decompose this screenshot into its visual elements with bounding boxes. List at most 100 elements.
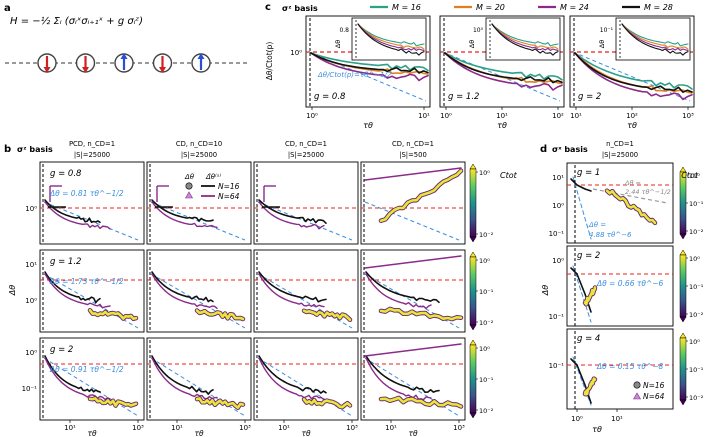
colorbar-extend-bottom xyxy=(679,399,687,406)
colorbar-extend-bottom xyxy=(469,412,477,419)
inset-series xyxy=(621,23,689,51)
x-tick-label: 10⁰ xyxy=(306,112,318,120)
panel-b-curves xyxy=(254,252,358,332)
inset-ylabel: Δθ xyxy=(334,40,342,48)
series-N16 xyxy=(151,355,214,395)
cbar-tick-label: 10⁻¹ xyxy=(689,200,704,208)
series-M24 xyxy=(444,52,563,91)
spin-down-arrowhead xyxy=(159,67,166,73)
column-header-line1: n_CD=1 xyxy=(606,140,634,148)
series-N64 xyxy=(44,273,111,309)
trail-colored xyxy=(195,397,245,409)
gray-fit-annotation-line2: 2.44 τθ^−1/2 xyxy=(625,188,671,196)
inset-tick-label: 10⁻¹ xyxy=(600,27,614,34)
column-header-line1: CD, n_CD=1 xyxy=(392,140,434,148)
panel-d-xlabel: τθ xyxy=(592,425,602,434)
panel-d-curves: Δθ = 0.15 τθ^−8 xyxy=(567,331,673,409)
x-tick-label: 10² xyxy=(552,112,564,120)
panel-b-curves xyxy=(147,252,251,332)
x-tick-label: 10⁰ xyxy=(440,112,452,120)
series-N16 xyxy=(365,271,440,304)
spin-down-arrowhead xyxy=(43,67,51,73)
cbar-tick-label: 10⁰ xyxy=(479,345,490,353)
y-tick-label: 10⁻¹ xyxy=(22,385,38,393)
panel-c-basis-label: σᶻ basis xyxy=(282,4,318,13)
y-tick-label: 10⁰ xyxy=(552,202,564,210)
fit-annotation-line2: 4.88 τθ^−6 xyxy=(589,231,632,239)
panel-d-axes xyxy=(566,162,674,244)
trail-colored xyxy=(379,307,463,321)
colorbar-extend-top xyxy=(679,332,687,339)
inset-tick-label: 0.8 xyxy=(339,27,349,34)
trail-colored xyxy=(583,286,597,306)
panel-c-curves xyxy=(570,18,694,107)
panel-b-curves xyxy=(40,164,144,244)
inset-axes xyxy=(351,17,427,61)
series-N64 xyxy=(44,201,111,230)
blue-dashed-scaling xyxy=(572,51,691,102)
panel-label-d: d xyxy=(540,144,547,155)
panel-d-ylabel: Δθ xyxy=(541,285,550,296)
legend-label: M = 16 xyxy=(392,3,421,12)
column-header-line1: CD, n_CD=10 xyxy=(176,140,222,148)
inset-ylabel: Δθ xyxy=(598,40,606,48)
blue-dashed-scaling xyxy=(572,176,592,240)
panel-b-curves xyxy=(254,164,358,244)
inset-series xyxy=(491,23,559,51)
series-N64 xyxy=(151,201,218,228)
panel-d-legend: N=16 N=64 xyxy=(632,381,665,401)
gray-dashed-scaling xyxy=(592,188,668,204)
panel-d-cbar-label: Ctot xyxy=(681,171,699,180)
g-label: g = 4 xyxy=(577,334,600,344)
trail-colored xyxy=(302,398,352,409)
x-tick-label: 10¹ xyxy=(496,112,508,120)
cbar-tick-label: 10⁻¹ xyxy=(479,376,494,384)
series-N64 xyxy=(364,343,462,357)
series-N16 xyxy=(151,271,214,303)
cbar-tick-label: 10⁰ xyxy=(689,338,700,346)
panel-b-legend: Δθ Δ̃θ⁽ˢ⁾N=16N=64 xyxy=(184,173,240,201)
series-M16 xyxy=(310,52,429,72)
panel-c-xlabel: τθ xyxy=(627,121,637,130)
panel-b-xlabel: τθ xyxy=(194,429,204,437)
panel-d-axes xyxy=(566,245,674,327)
legend-header: Δ̃θ⁽ˢ⁾ xyxy=(205,173,221,181)
series-N16 xyxy=(151,199,214,222)
panel-b-curves xyxy=(40,252,144,332)
inset-axes xyxy=(615,17,691,61)
fit-annotation-line1: Δθ = xyxy=(588,221,606,229)
x-tick-label: 10³ xyxy=(682,112,694,120)
y-tick-label: 10⁰ xyxy=(25,205,37,213)
spin-down-arrowhead xyxy=(82,67,89,73)
g-label: g = 1.2 xyxy=(448,92,479,102)
series-N64 xyxy=(151,273,218,309)
colorbar xyxy=(469,256,477,326)
panel-d-curves: Δθ = 0.66 τθ^−6 xyxy=(567,248,673,326)
panel-d-basis-label: σˣ basis xyxy=(552,145,588,154)
colorbar-extend-bottom xyxy=(679,233,687,240)
column-header-line2: |S|=25000 xyxy=(74,151,110,159)
y-tick-label: 10⁰ xyxy=(290,49,302,57)
inset-series xyxy=(491,23,559,56)
y-tick-label: 10⁰ xyxy=(552,257,564,265)
colorbar-extend-top xyxy=(469,163,477,170)
legend-header: Δθ xyxy=(184,173,195,181)
panel-c-ylabel: Δθ/Ctot(p) xyxy=(265,42,274,81)
x-tick-label: 10¹ xyxy=(171,424,183,432)
series-N16 xyxy=(44,355,101,393)
cbar-tick-label: 10⁻¹ xyxy=(479,288,494,296)
y-tick-label: 10⁻¹ xyxy=(549,362,565,370)
trail-colored xyxy=(88,309,138,321)
trail-colored xyxy=(583,377,597,396)
cbar-tick-label: 10⁻² xyxy=(479,231,494,239)
legend-label: N=16 xyxy=(218,182,240,191)
panel-b-curves xyxy=(40,340,144,420)
g-label: g = 2 xyxy=(577,251,600,261)
panel-label-a: a xyxy=(4,3,11,14)
series-N16 xyxy=(44,271,101,304)
colorbar xyxy=(469,344,477,414)
series-M24 xyxy=(574,52,693,101)
legend-label: N=64 xyxy=(218,192,240,201)
trail-colored xyxy=(302,309,352,322)
